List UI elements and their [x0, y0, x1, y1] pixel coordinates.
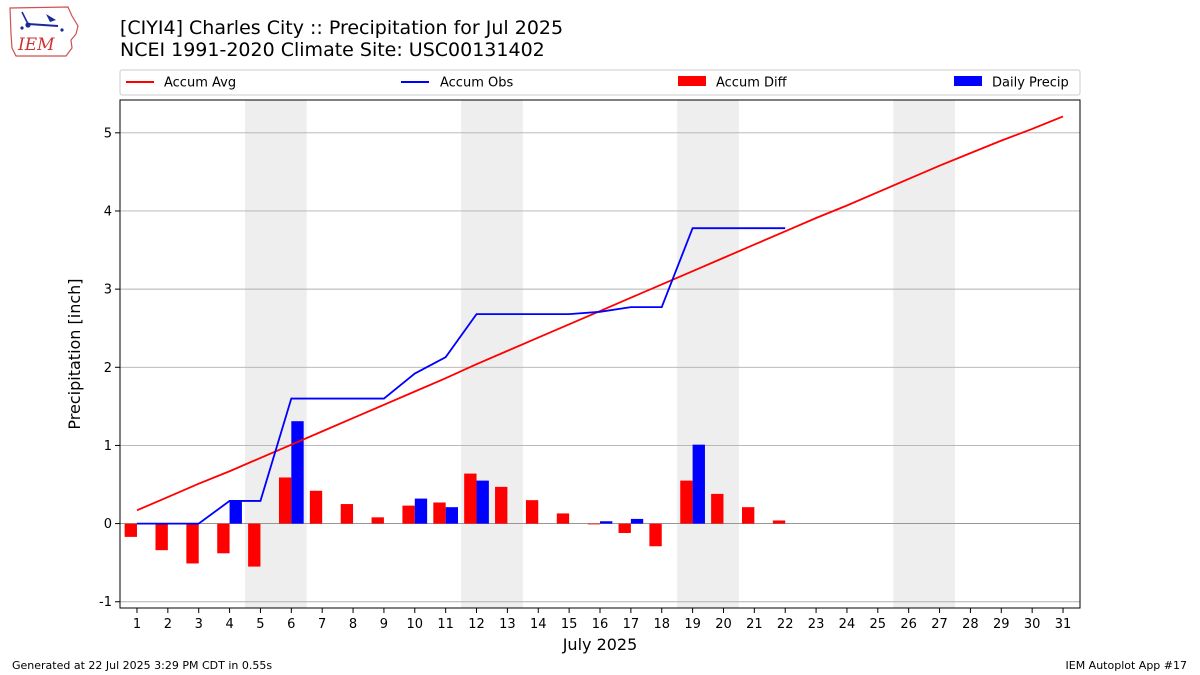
y-tick-label: -1 [99, 595, 112, 610]
x-tick-label: 3 [195, 617, 203, 632]
accum-diff-bar [649, 523, 662, 547]
iem-logo: IEM [6, 4, 82, 60]
accum-diff-bar [772, 520, 786, 524]
x-tick-label: 15 [561, 617, 578, 632]
chart-title: [CIYI4] Charles City :: Precipitation fo… [120, 17, 563, 61]
title-line-1: [CIYI4] Charles City :: Precipitation fo… [120, 17, 564, 39]
lines [136, 115, 1064, 525]
weekend-shade-3 [677, 100, 739, 608]
title-line-2: NCEI 1991-2020 Climate Site: USC00131402 [120, 39, 545, 61]
legend-label-accum-diff: Accum Diff [716, 76, 788, 91]
legend-swatch-accum-diff [678, 76, 706, 86]
app-credit: IEM Autoplot App #17 [1065, 659, 1188, 672]
weekend-shade-4 [893, 100, 955, 608]
x-tick-label: 27 [931, 617, 948, 632]
daily-precip-bar [630, 518, 644, 524]
weekend-shade-2 [461, 100, 523, 608]
x-tick-label: 25 [870, 617, 887, 632]
x-tick-label: 28 [962, 617, 979, 632]
x-tick-label: 22 [777, 617, 794, 632]
accum-diff-bar [433, 502, 446, 524]
x-tick-label: 29 [993, 617, 1010, 632]
accum-diff-bar [711, 493, 724, 524]
weekend-shading [245, 100, 955, 608]
x-tick-label: 1 [133, 617, 141, 632]
accum-diff-bar [248, 523, 261, 567]
legend-label-accum-obs: Accum Obs [440, 76, 513, 91]
accum-diff-bar [309, 490, 323, 524]
x-tick-label: 5 [256, 617, 264, 632]
legend: Accum Avg Accum Obs Accum Diff Daily Pre… [119, 69, 1081, 96]
x-tick-label: 11 [437, 617, 454, 632]
legend-label-accum-avg: Accum Avg [164, 76, 236, 91]
accum-diff-bar [587, 523, 600, 525]
bars [124, 421, 786, 567]
legend-box [119, 69, 1081, 96]
accum-diff-bar [556, 513, 570, 524]
x-tick-label: 8 [349, 617, 357, 632]
accum-diff-bar [155, 523, 168, 551]
y-tick-label: 1 [104, 439, 112, 454]
y-tick-label: 2 [104, 361, 112, 376]
accum-diff-bar [464, 473, 477, 524]
x-tick-label: 10 [407, 617, 424, 632]
x-tick-label: 31 [1055, 617, 1072, 632]
legend-swatch-daily-precip [954, 76, 982, 86]
x-tick-label: 16 [592, 617, 609, 632]
x-tick-label: 14 [530, 617, 547, 632]
x-tick-label: 19 [684, 617, 701, 632]
accum-diff-bar [495, 486, 508, 524]
accum-diff-bar [371, 517, 384, 524]
accum-diff-bar [618, 523, 631, 533]
x-tick-label: 12 [468, 617, 485, 632]
daily-precip-bar [229, 500, 242, 524]
x-tick-label: 13 [499, 617, 516, 632]
iem-iowa-logo-icon: IEM [9, 6, 79, 57]
daily-precip-bar [414, 498, 428, 524]
accum-diff-bar [124, 523, 137, 537]
x-tick-label: 21 [746, 617, 763, 632]
logo-text: IEM [17, 35, 55, 55]
y-tick-label: 4 [104, 204, 112, 219]
accum-diff-bar [186, 523, 199, 564]
legend-label-daily-precip: Daily Precip [992, 76, 1069, 91]
generated-timestamp: Generated at 22 Jul 2025 3:29 PM CDT in … [12, 659, 273, 672]
x-axis-label: July 2025 [562, 635, 638, 654]
accum-diff-bar [525, 500, 539, 524]
x-tick-label: 6 [287, 617, 295, 632]
daily-precip-bar [476, 480, 489, 524]
x-tick-label: 20 [715, 617, 732, 632]
x-tick-label: 18 [653, 617, 670, 632]
y-tick-label: 5 [104, 126, 112, 141]
daily-precip-bar [600, 521, 613, 524]
accum-obs-line [136, 227, 786, 525]
y-tick-label: 3 [104, 283, 112, 298]
x-tick-label: 9 [380, 617, 388, 632]
daily-precip-bar [445, 507, 459, 524]
accum-diff-bar [680, 480, 693, 524]
daily-precip-bar [291, 421, 304, 524]
accum-diff-bar [402, 505, 415, 524]
accum-diff-bar [741, 507, 755, 524]
x-tick-label: 26 [900, 617, 917, 632]
daily-precip-bar [692, 444, 705, 524]
accum-diff-bar [278, 477, 292, 524]
x-tick-label: 2 [164, 617, 172, 632]
x-tick-label: 7 [318, 617, 326, 632]
x-tick-label: 4 [225, 617, 233, 632]
x-tick-label: 24 [839, 617, 856, 632]
x-tick-label: 30 [1024, 617, 1041, 632]
y-axis-label: Precipitation [inch] [65, 278, 84, 429]
x-tick-label: 23 [808, 617, 825, 632]
x-tick-label: 17 [623, 617, 640, 632]
accum-diff-bar [217, 523, 230, 554]
y-tick-label: 0 [104, 517, 112, 532]
accum-diff-bar [340, 504, 354, 524]
